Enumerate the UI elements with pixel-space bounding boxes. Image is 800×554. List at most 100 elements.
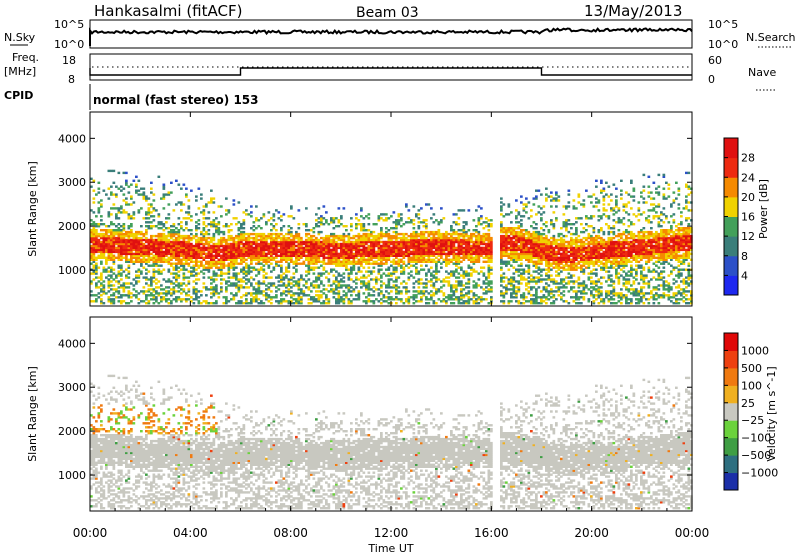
power-cell	[312, 246, 316, 250]
power-cell	[215, 300, 218, 303]
power-cell	[115, 225, 118, 228]
power-cell	[392, 254, 396, 257]
power-cell	[110, 280, 113, 283]
power-cell	[135, 260, 138, 263]
power-cell	[120, 302, 123, 305]
power-cell	[397, 254, 401, 257]
power-cell	[165, 217, 168, 220]
power-cell	[247, 272, 251, 275]
power-cell	[380, 256, 383, 259]
freq-label-line2: [MHz]	[4, 65, 36, 78]
power-cell	[170, 232, 173, 236]
power-cell	[415, 242, 418, 246]
power-cell	[402, 234, 406, 238]
power-cell	[332, 221, 336, 224]
power-cell	[175, 252, 178, 256]
power-cell	[135, 244, 138, 248]
power-cell	[522, 232, 526, 236]
power-cell	[480, 286, 483, 289]
power-cell	[142, 250, 146, 254]
power-cell	[257, 219, 261, 222]
power-cell	[197, 254, 201, 257]
power-cell	[215, 264, 218, 267]
power-cell	[187, 207, 191, 210]
power-cell	[120, 234, 123, 238]
power-cell	[217, 227, 221, 230]
power-cell	[547, 298, 551, 301]
power-cell	[502, 230, 506, 234]
power-cell	[465, 244, 468, 248]
power-cell	[502, 300, 506, 303]
power-cell	[307, 266, 311, 269]
power-cell	[490, 240, 493, 244]
power-cell	[292, 276, 296, 279]
power-cell	[95, 242, 98, 246]
power-cell	[247, 278, 251, 281]
power-cell	[145, 250, 148, 254]
power-cell	[152, 298, 156, 301]
power-cell	[532, 300, 536, 303]
power-cell	[100, 262, 103, 265]
power-cell	[510, 292, 513, 295]
power-cell	[540, 250, 543, 254]
power-cell	[462, 246, 466, 250]
power-cell	[275, 244, 278, 248]
power-cell	[232, 248, 236, 252]
power-cell	[270, 302, 273, 305]
power-cell	[415, 234, 418, 238]
power-cell	[392, 262, 396, 265]
power-cell	[237, 246, 241, 250]
power-cell	[442, 246, 446, 250]
power-cell	[277, 240, 281, 244]
power-cell	[190, 256, 193, 259]
power-cell	[455, 256, 458, 259]
power-cell	[542, 252, 546, 256]
power-cell	[315, 258, 318, 261]
power-cell	[535, 246, 538, 250]
power-cell	[200, 302, 203, 305]
power-cell	[360, 252, 363, 256]
power-cell	[110, 229, 113, 232]
power-cell	[332, 238, 336, 242]
power-cell	[150, 248, 153, 252]
power-cell	[500, 260, 503, 263]
power-cell	[275, 234, 278, 238]
power-cell	[342, 254, 346, 257]
power-cell	[102, 286, 106, 289]
power-cell	[172, 272, 176, 275]
power-cell	[317, 300, 321, 303]
power-cell	[452, 290, 456, 293]
power-cell	[452, 294, 456, 297]
power-cell	[457, 258, 461, 261]
power-cell	[102, 284, 106, 287]
power-cell	[332, 290, 336, 293]
power-cell	[392, 258, 396, 261]
power-cell	[145, 296, 148, 299]
power-cell	[362, 238, 366, 242]
power-cell	[302, 294, 306, 297]
power-cell	[250, 205, 253, 208]
power-cell	[202, 213, 206, 216]
power-cell	[440, 246, 443, 250]
power-cell	[375, 298, 378, 301]
power-cell	[432, 284, 436, 287]
power-cell	[450, 258, 453, 261]
power-cell	[240, 225, 243, 228]
power-cell	[165, 250, 168, 254]
power-cell	[322, 284, 326, 287]
power-cell	[367, 223, 371, 226]
power-cell	[515, 256, 518, 259]
power-cell	[255, 298, 258, 301]
power-cell	[410, 238, 413, 242]
power-cell	[325, 244, 328, 248]
power-cell	[145, 238, 148, 242]
power-cell	[482, 227, 486, 230]
power-cell	[100, 302, 103, 305]
power-cell	[357, 234, 361, 238]
power-cell	[525, 258, 528, 261]
power-cell	[237, 244, 241, 248]
power-cell	[242, 227, 246, 230]
power-cell	[145, 197, 148, 200]
power-cell	[127, 234, 131, 238]
power-cell	[312, 284, 316, 287]
